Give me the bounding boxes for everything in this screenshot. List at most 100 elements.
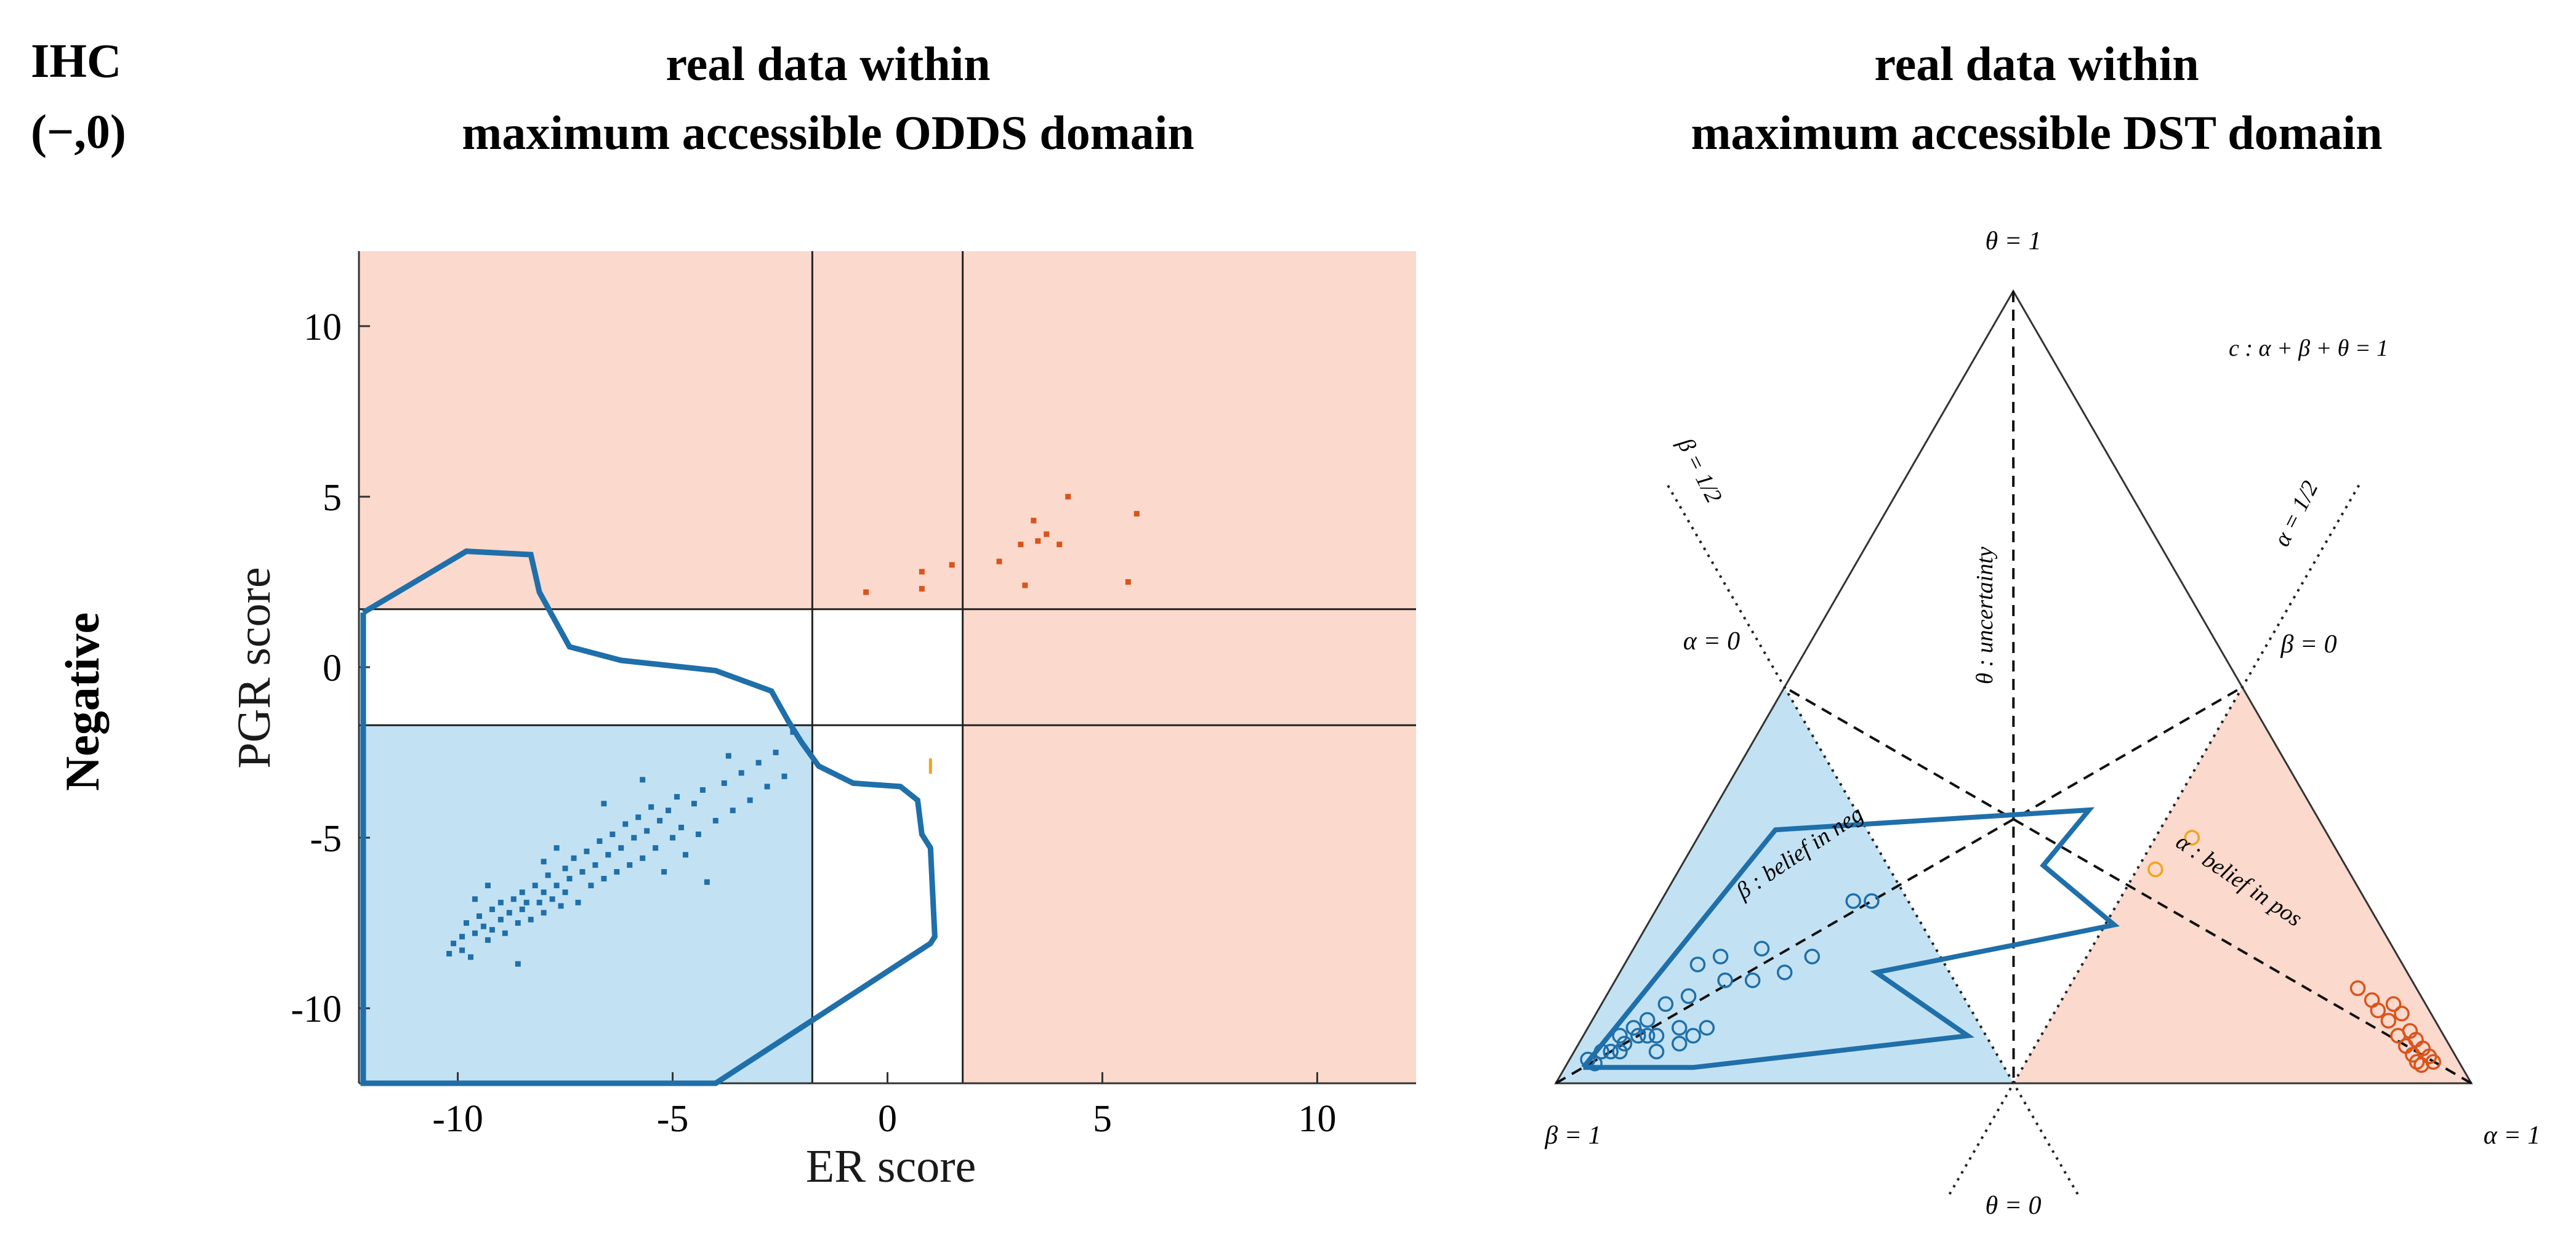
odds-point-blue [682, 852, 688, 858]
odds-point-blue [497, 899, 504, 905]
odds-point-blue [575, 899, 581, 905]
dst-point-blue [1753, 940, 1770, 956]
x-tick-label: 10 [1298, 1098, 1336, 1140]
odds-point-red [1018, 542, 1024, 548]
odds-point-blue [515, 920, 521, 926]
odds-point-red [919, 569, 925, 575]
odds-point-blue [764, 784, 770, 790]
dst-point-blue [1845, 893, 1861, 909]
dst-point-blue [1680, 988, 1697, 1004]
odds-point-blue [584, 848, 590, 854]
odds-point-blue [528, 916, 534, 923]
dst-point-blue [1639, 1028, 1656, 1044]
odds-point-blue [549, 896, 555, 902]
odds-threshold-lines [359, 251, 1416, 1083]
dst-point-blue [1593, 1043, 1610, 1060]
dst-domain-boundary [1581, 807, 2120, 1070]
odds-point-blue [588, 883, 594, 889]
odds-point-red [1035, 538, 1041, 544]
x-tick-label: 5 [1093, 1098, 1112, 1140]
dst-point-blue [1580, 1051, 1596, 1068]
label-alpha-0: α = 0 [1683, 627, 1740, 656]
dst-regions [1556, 687, 2471, 1083]
odds-point-blue [738, 770, 744, 776]
dst-point-red [2349, 980, 2366, 996]
odds-point-blue [459, 947, 465, 953]
odds-point-blue [610, 832, 616, 838]
odds-point-blue [532, 883, 538, 889]
odds-point-blue [657, 817, 663, 824]
dst-point-blue [1689, 956, 1706, 972]
odds-point-blue [523, 899, 529, 905]
odds-point-blue [695, 832, 701, 838]
odds-domain-boundary [360, 548, 938, 1086]
odds-point-red [996, 558, 1002, 564]
odds-point-blue [579, 868, 586, 875]
odds-point-blue [515, 961, 521, 967]
odds-point-blue [725, 753, 731, 759]
label-beta-1: β = 1 [1544, 1121, 1601, 1150]
dst-point-blue [1603, 1043, 1619, 1060]
odds-point-blue [558, 903, 564, 909]
odds-point-red [919, 586, 925, 592]
odds-point-blue [773, 750, 779, 756]
odds-point-red [863, 589, 869, 595]
dst-point-red [2380, 1012, 2397, 1029]
odds-point-blue [485, 937, 491, 943]
odds-point-blue [640, 777, 646, 783]
odds-point-blue [536, 899, 542, 905]
odds-point-blue [730, 808, 736, 814]
odds-regions [359, 251, 1416, 1083]
odds-point-blue [622, 821, 629, 827]
dst-point-red [2425, 1054, 2442, 1070]
odds-axes: -10 -5 0 5 10 10 5 0 -5 -10 [291, 251, 1416, 1140]
dst-guide-lines [1554, 289, 2473, 1195]
y-axis-label: PGR score [228, 567, 280, 768]
odds-point-blue [666, 808, 672, 814]
odds-point-blue [506, 910, 512, 916]
odds-point-blue [571, 855, 577, 861]
dst-point-blue [1616, 1035, 1633, 1052]
dst-point-blue [1712, 948, 1729, 964]
dst-point-blue [1864, 893, 1880, 909]
odds-point-blue [721, 780, 727, 786]
odds-point-blue [541, 859, 547, 865]
right-title-line2: maximum accessible DST domain [1691, 106, 2382, 159]
odds-point-blue [781, 773, 787, 779]
dst-point-blue [1776, 964, 1793, 980]
odds-point-blue [712, 817, 718, 824]
odds-point-blue [472, 930, 478, 936]
odds-point-blue [489, 927, 495, 933]
odds-point-blue [497, 916, 504, 923]
left-title-line1: real data within [666, 37, 990, 90]
dst-point-orange [2147, 861, 2163, 878]
x-axis-label: ER score [806, 1141, 976, 1192]
label-beta-0: β = 0 [2280, 630, 2337, 659]
dst-point-blue [1639, 1012, 1656, 1028]
dst-point-red [2394, 1005, 2410, 1022]
odds-point-red [949, 562, 955, 568]
odds-point-blue [614, 868, 620, 875]
dst-region-red [2013, 687, 2471, 1083]
odds-chart: -10 -5 0 5 10 10 5 0 -5 -10 ER score PGR score [228, 251, 1416, 1192]
label-simplex: c : α + β + θ = 1 [2229, 335, 2388, 361]
odds-region-red-2 [962, 609, 1416, 1083]
x-tick-label: 0 [878, 1098, 897, 1140]
odds-point-blue [644, 828, 650, 834]
odds-point-blue [519, 906, 525, 912]
odds-region-blue-0 [359, 725, 813, 1083]
odds-point-red [1022, 582, 1028, 588]
odds-point-blue [519, 889, 525, 896]
right-title-line1: real data within [1874, 37, 2199, 90]
dst-point-blue [1699, 1020, 1715, 1036]
dst-point-blue [1671, 1020, 1688, 1036]
label-alpha-half: α = 1/2 [2269, 477, 2324, 551]
odds-point-blue [553, 845, 560, 851]
odds-point-blue [541, 910, 547, 916]
odds-point-blue [545, 872, 551, 878]
odds-point-red [1031, 518, 1037, 524]
odds-point-orange [928, 765, 932, 774]
odds-point-blue [562, 865, 568, 872]
odds-point-blue [653, 845, 659, 851]
